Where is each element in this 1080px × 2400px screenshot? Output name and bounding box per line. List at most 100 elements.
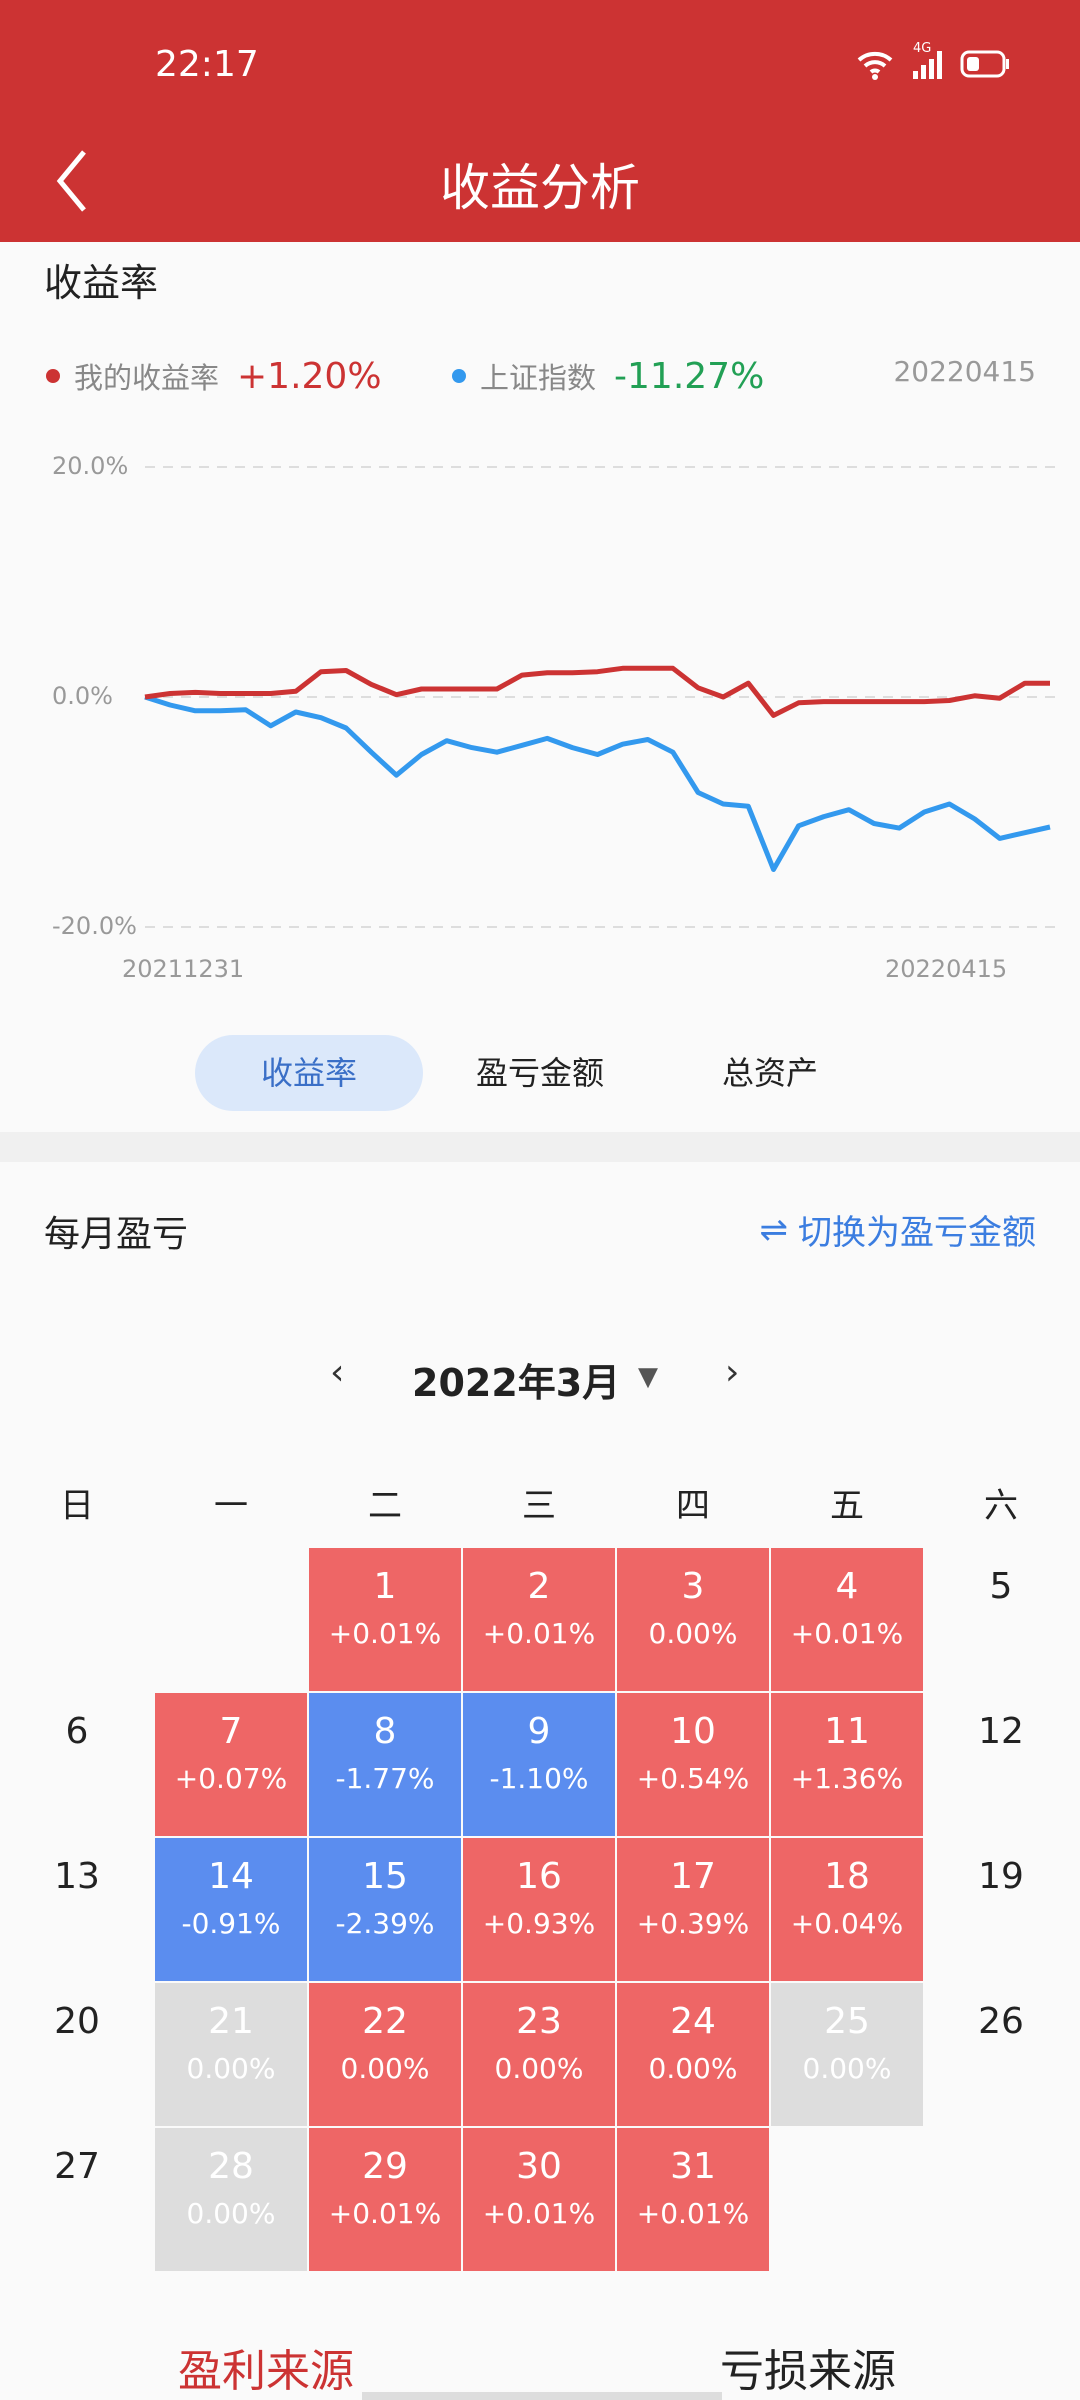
weekday-header: 二 (368, 1486, 402, 1526)
calendar-day[interactable]: 19 (924, 1837, 1078, 1982)
calendar-day[interactable]: 23 0.00% (462, 1982, 616, 2127)
tab-total-assets[interactable]: 总资产 (721, 1054, 818, 1092)
divider (0, 1132, 1080, 1162)
day-number: 23 (516, 2001, 562, 2042)
calendar-day[interactable]: 5 (924, 1547, 1078, 1692)
calendar-day[interactable]: 26 (924, 1982, 1078, 2127)
day-number: 26 (978, 2001, 1024, 2042)
switch-label: 切换为盈亏金额 (798, 1213, 1036, 1253)
calendar-day[interactable]: 22 0.00% (308, 1982, 462, 2127)
tab-loss-source[interactable]: 亏损来源 (720, 2346, 896, 2397)
calendar-day[interactable]: 18 +0.04% (770, 1837, 924, 1982)
calendar-day[interactable]: 27 (0, 2127, 154, 2272)
switch-amount-link[interactable]: ⇌ 切换为盈亏金额 (760, 1205, 1037, 1254)
day-number: 18 (824, 1856, 870, 1897)
weekday-header: 六 (984, 1486, 1018, 1526)
calendar-day[interactable]: 7 +0.07% (154, 1692, 308, 1837)
day-number: 3 (681, 1566, 705, 1607)
day-change: 0.00% (186, 2052, 276, 2085)
calendar-day[interactable]: 25 0.00% (770, 1982, 924, 2127)
calendar-day[interactable]: 17 +0.39% (616, 1837, 770, 1982)
day-number: 11 (824, 1711, 870, 1752)
month-label[interactable]: 2022年3月 (412, 1361, 621, 1405)
wifi-icon (857, 51, 893, 80)
returns-section (0, 242, 1080, 1132)
day-number: 2 (527, 1566, 551, 1607)
chart-date: 20220415 (893, 355, 1036, 388)
day-change: 0.00% (340, 2052, 430, 2085)
day-number: 24 (670, 2001, 716, 2042)
legend-value: +1.20% (237, 355, 382, 397)
weekday-header: 四 (676, 1486, 710, 1526)
day-number: 22 (362, 2001, 408, 2042)
day-number: 20 (54, 2001, 100, 2042)
calendar-day[interactable]: 8 -1.77% (308, 1692, 462, 1837)
day-number: 19 (978, 1856, 1024, 1897)
calendar-day[interactable]: 13 (0, 1837, 154, 1982)
day-change: 0.00% (648, 1617, 738, 1650)
calendar-day[interactable]: 30 +0.01% (462, 2127, 616, 2272)
weekday-header: 五 (830, 1486, 864, 1526)
day-number: 7 (219, 1711, 243, 1752)
status-time: 22:17 (155, 44, 259, 85)
legend-label: 我的收益率 (74, 361, 220, 395)
tab-profit-source[interactable]: 盈利来源 (178, 2346, 354, 2397)
day-change: 0.00% (802, 2052, 892, 2085)
calendar-day[interactable]: 11 +1.36% (770, 1692, 924, 1837)
status-icons: 4G (855, 41, 1010, 80)
day-change: +0.93% (482, 1907, 596, 1940)
day-change: 0.00% (648, 2052, 738, 2085)
calendar-day[interactable]: 4 +0.01% (770, 1547, 924, 1692)
legend-label: 上证指数 (480, 361, 597, 395)
day-change: +1.36% (790, 1762, 904, 1795)
day-number: 28 (208, 2146, 254, 2187)
day-number: 17 (670, 1856, 716, 1897)
calendar-day[interactable]: 6 (0, 1692, 154, 1837)
weekday-header: 日 (60, 1486, 94, 1526)
calendar-day[interactable]: 9 -1.10% (462, 1692, 616, 1837)
bottom-tabs (0, 2290, 1080, 2400)
day-change: -0.91% (181, 1907, 281, 1940)
calendar-day[interactable]: 24 0.00% (616, 1982, 770, 2127)
monthly-title: 每月盈亏 (44, 1214, 189, 1255)
signal-icon: 4G (913, 41, 942, 79)
calendar-day[interactable]: 20 (0, 1982, 154, 2127)
tab-return-rate[interactable]: 收益率 (195, 1035, 423, 1111)
calendar-day[interactable]: 12 (924, 1692, 1078, 1837)
calendar-day[interactable]: 1 +0.01% (308, 1547, 462, 1692)
day-change: +0.39% (636, 1907, 750, 1940)
day-number: 8 (373, 1711, 397, 1752)
day-number: 25 (824, 2001, 870, 2042)
day-number: 6 (65, 1711, 89, 1752)
calendar-day[interactable]: 28 0.00% (154, 2127, 308, 2272)
y-tick: 0.0% (52, 682, 113, 710)
returns-chart (144, 466, 1055, 928)
dropdown-caret-icon[interactable]: ▼ (638, 1362, 658, 1392)
day-change: 0.00% (494, 2052, 584, 2085)
calendar-day[interactable]: 21 0.00% (154, 1982, 308, 2127)
legend-mine: 我的收益率 +1.20% (46, 355, 382, 397)
next-month-button[interactable]: › (725, 1352, 740, 1393)
legend-dot (46, 369, 60, 383)
calendar-day[interactable]: 14 -0.91% (154, 1837, 308, 1982)
tab-profit-amount[interactable]: 盈亏金额 (475, 1054, 604, 1092)
day-change: +0.07% (174, 1762, 288, 1795)
back-button[interactable] (48, 146, 98, 216)
page-title: 收益分析 (440, 159, 640, 217)
network-type: 4G (913, 41, 932, 56)
my-return-series-line (144, 665, 1050, 718)
calendar-day[interactable]: 10 +0.54% (616, 1692, 770, 1837)
calendar-day[interactable]: 2 +0.01% (462, 1547, 616, 1692)
day-change: -2.39% (335, 1907, 435, 1940)
calendar-day[interactable]: 31 +0.01% (616, 2127, 770, 2272)
day-change: +0.54% (636, 1762, 750, 1795)
day-change: 0.00% (186, 2197, 276, 2230)
calendar-day[interactable]: 16 +0.93% (462, 1837, 616, 1982)
calendar-day[interactable]: 3 0.00% (616, 1547, 770, 1692)
legend-dot (452, 369, 466, 383)
calendar-day[interactable]: 15 -2.39% (308, 1837, 462, 1982)
day-change: +0.01% (482, 1617, 596, 1650)
calendar-day[interactable]: 29 +0.01% (308, 2127, 462, 2272)
prev-month-button[interactable]: ‹ (330, 1352, 345, 1393)
day-number: 14 (208, 1856, 254, 1897)
